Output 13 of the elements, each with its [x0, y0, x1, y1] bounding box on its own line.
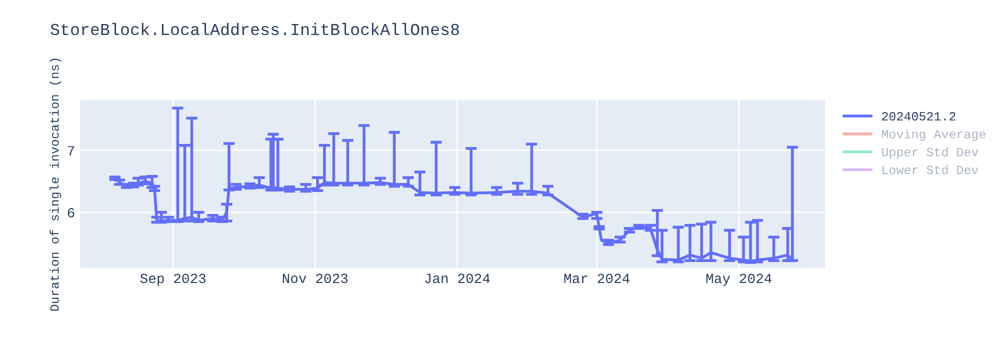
x-tick-label: Nov 2023	[282, 274, 348, 284]
legend-label: Lower Std Dev	[882, 165, 978, 174]
x-tick-label: May 2024	[706, 274, 772, 286]
x-tick-label: Mar 2024	[564, 274, 630, 284]
x-tick-label: Sep 2023	[140, 274, 206, 286]
y-axis-title: Duration of single invocation (ns)	[50, 58, 62, 311]
legend-label: Moving Average	[882, 129, 986, 141]
y-tick-label: 6	[68, 208, 74, 218]
x-tick-label: Jan 2024	[425, 274, 490, 284]
legend-label: 20240521.2	[882, 112, 956, 121]
y-tick-label: 7	[68, 146, 74, 156]
legend-label: Upper Std Dev	[882, 147, 978, 159]
chart-title: StoreBlock.LocalAddress.InitBlockAllOnes8	[50, 22, 459, 36]
